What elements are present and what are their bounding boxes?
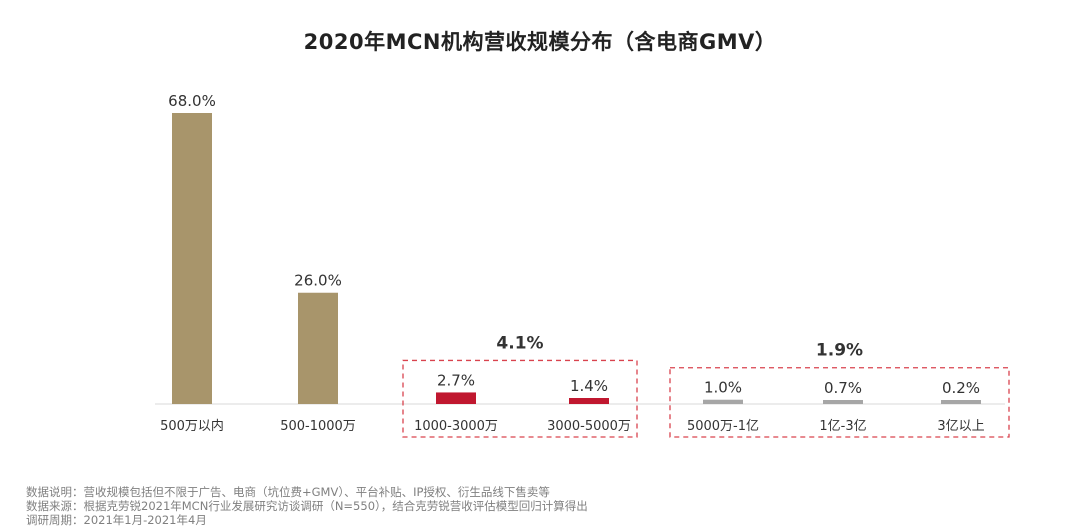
bar-4 [569,398,609,404]
footnotes: 数据说明：营收规模包括但不限于广告、电商（坑位费+GMV）、平台补贴、IP授权、… [26,485,588,527]
data-label-3: 2.7% [437,371,475,389]
group-frames: 4.1% 1.9% [402,333,1010,438]
category-label-2: 500-1000万 [280,419,356,434]
bar-6 [823,400,863,404]
data-label-7: 0.2% [942,379,980,397]
category-label-7: 3亿以上 [937,419,984,434]
category-label-1: 500万以内 [160,418,224,434]
note-source: 数据来源：根据克劳锐2021年MCN行业发展研究访谈调研（N=550），结合克劳… [26,499,588,513]
data-label-6: 0.7% [824,379,862,397]
bar-7 [941,400,981,404]
category-label-4: 3000-5000万 [547,419,631,434]
data-label-4: 1.4% [570,377,608,395]
category-label-6: 1亿-3亿 [819,419,866,434]
chart-title: 2020年MCN机构营收规模分布（含电商GMV） [303,30,777,54]
data-label-1: 68.0% [168,92,216,110]
group-label-1: 4.1% [496,333,543,353]
category-label-3: 1000-3000万 [414,419,498,434]
data-labels: 68.0% 26.0% 2.7% 1.4% 1.0% 0.7% 0.2% [168,92,980,397]
category-label-5: 5000万-1亿 [687,419,759,434]
bar-5 [703,399,743,404]
bar-1 [172,113,212,404]
group-label-2: 1.9% [816,341,863,361]
bar-3 [436,392,476,404]
group-frame-1 [402,359,638,438]
bar-2 [298,292,338,404]
bars [172,113,981,404]
bar-chart: 4.1% 1.9% 68.0%26.0%2.7% 1.4% 1.0% 0.7% 0.2% … [155,92,1010,438]
group-frame-2 [669,367,1010,438]
category-labels: 500万以内 500-1000万 1000-3000万 3000-5000万 5000万… [160,418,985,434]
note-period: 调研周期：2021年1月-2021年4月 [26,513,207,527]
data-label-5: 1.0% [704,379,742,397]
note-description: 数据说明：营收规模包括但不限于广告、电商（坑位费+GMV）、平台补贴、IP授权、… [26,485,550,499]
data-label-2: 26.0% [294,272,342,290]
